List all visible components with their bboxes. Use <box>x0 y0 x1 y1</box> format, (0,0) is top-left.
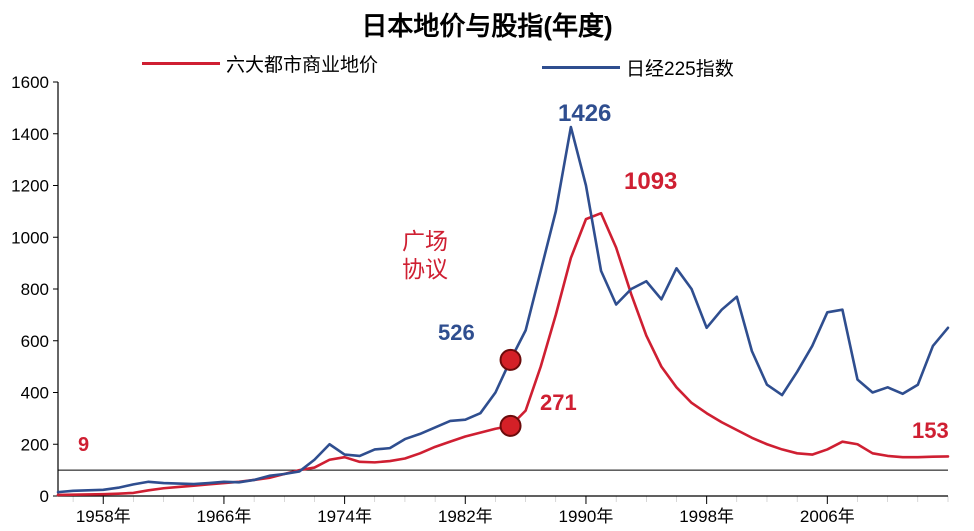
svg-text:1200: 1200 <box>11 177 49 196</box>
svg-text:800: 800 <box>21 280 49 299</box>
annotation-label: 153 <box>912 418 949 444</box>
chart-plot: 0 200 400 600 800 1000 1200 1400 1600 1958年 1966年 1… <box>0 0 974 531</box>
annotation-label: 1093 <box>624 168 677 196</box>
svg-text:1400: 1400 <box>11 125 49 144</box>
svg-text:0: 0 <box>40 487 49 506</box>
annotation-label: 1426 <box>558 100 611 128</box>
svg-text:1000: 1000 <box>11 228 49 247</box>
svg-text:1958年: 1958年 <box>76 507 131 526</box>
annotation-label: 271 <box>540 390 577 416</box>
svg-text:1990年: 1990年 <box>559 507 614 526</box>
svg-text:2006年: 2006年 <box>800 507 855 526</box>
svg-text:200: 200 <box>21 435 49 454</box>
svg-text:1600: 1600 <box>11 73 49 92</box>
annotation-label: 9 <box>78 434 89 457</box>
annotation-label: 526 <box>438 320 475 346</box>
annotation-label: 协议 <box>402 250 448 284</box>
svg-text:1974年: 1974年 <box>317 507 372 526</box>
svg-text:1982年: 1982年 <box>438 507 493 526</box>
svg-text:400: 400 <box>21 384 49 403</box>
svg-text:1966年: 1966年 <box>197 507 252 526</box>
svg-text:1998年: 1998年 <box>679 507 734 526</box>
svg-text:600: 600 <box>21 332 49 351</box>
